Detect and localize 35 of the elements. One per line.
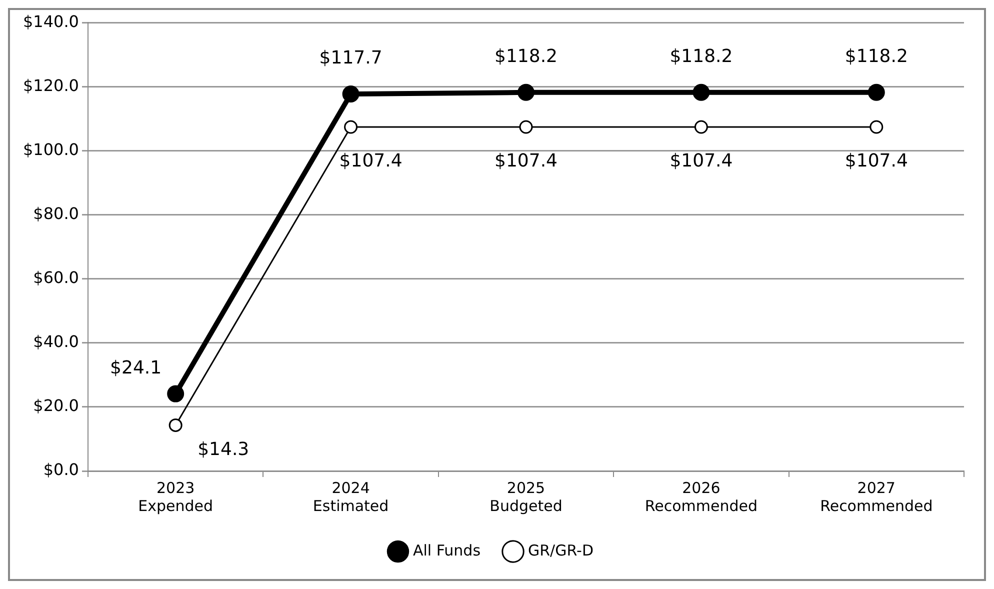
point bbox=[167, 385, 184, 402]
x-tick-label: 2026 Recommended bbox=[644, 478, 758, 515]
point bbox=[694, 120, 708, 134]
point bbox=[870, 120, 884, 134]
data-label: $117.7 bbox=[319, 48, 382, 69]
y-tick-label: $40.0 bbox=[33, 332, 79, 352]
point bbox=[342, 86, 360, 103]
y-tick-label: $120.0 bbox=[23, 76, 79, 95]
data-label: $107.4 bbox=[494, 150, 558, 172]
y-tick-label: $20.0 bbox=[33, 396, 79, 416]
data-label: $118.2 bbox=[494, 46, 558, 68]
y-tick-label: $100.0 bbox=[23, 140, 79, 159]
point bbox=[517, 84, 534, 101]
data-label: $107.4 bbox=[844, 150, 908, 172]
point bbox=[168, 418, 182, 432]
x-tick-label: 2027 Recommended bbox=[820, 478, 933, 515]
x-tick-label: 2025 Budgeted bbox=[490, 478, 562, 515]
y-tick-label: $0.0 bbox=[43, 460, 79, 480]
data-label: $14.3 bbox=[198, 438, 250, 460]
point bbox=[868, 84, 885, 101]
point bbox=[344, 120, 358, 134]
data-label: $118.2 bbox=[670, 46, 733, 68]
y-tick-label: $60.0 bbox=[33, 268, 79, 287]
y-tick-label: $140.0 bbox=[23, 12, 79, 31]
data-label: $24.1 bbox=[110, 357, 162, 378]
data-label: $118.2 bbox=[844, 46, 908, 68]
legend-label: GR/GR-D bbox=[528, 541, 594, 560]
y-tick-label: $80.0 bbox=[33, 204, 79, 223]
x-tick-label: 2024 Estimated bbox=[312, 478, 389, 515]
legend-label: All Funds bbox=[412, 541, 481, 560]
data-label: $107.4 bbox=[339, 150, 402, 172]
x-tick-label: 2023 Expended bbox=[138, 478, 214, 515]
point bbox=[692, 84, 710, 101]
data-label: $107.4 bbox=[670, 150, 733, 172]
point bbox=[519, 120, 533, 134]
